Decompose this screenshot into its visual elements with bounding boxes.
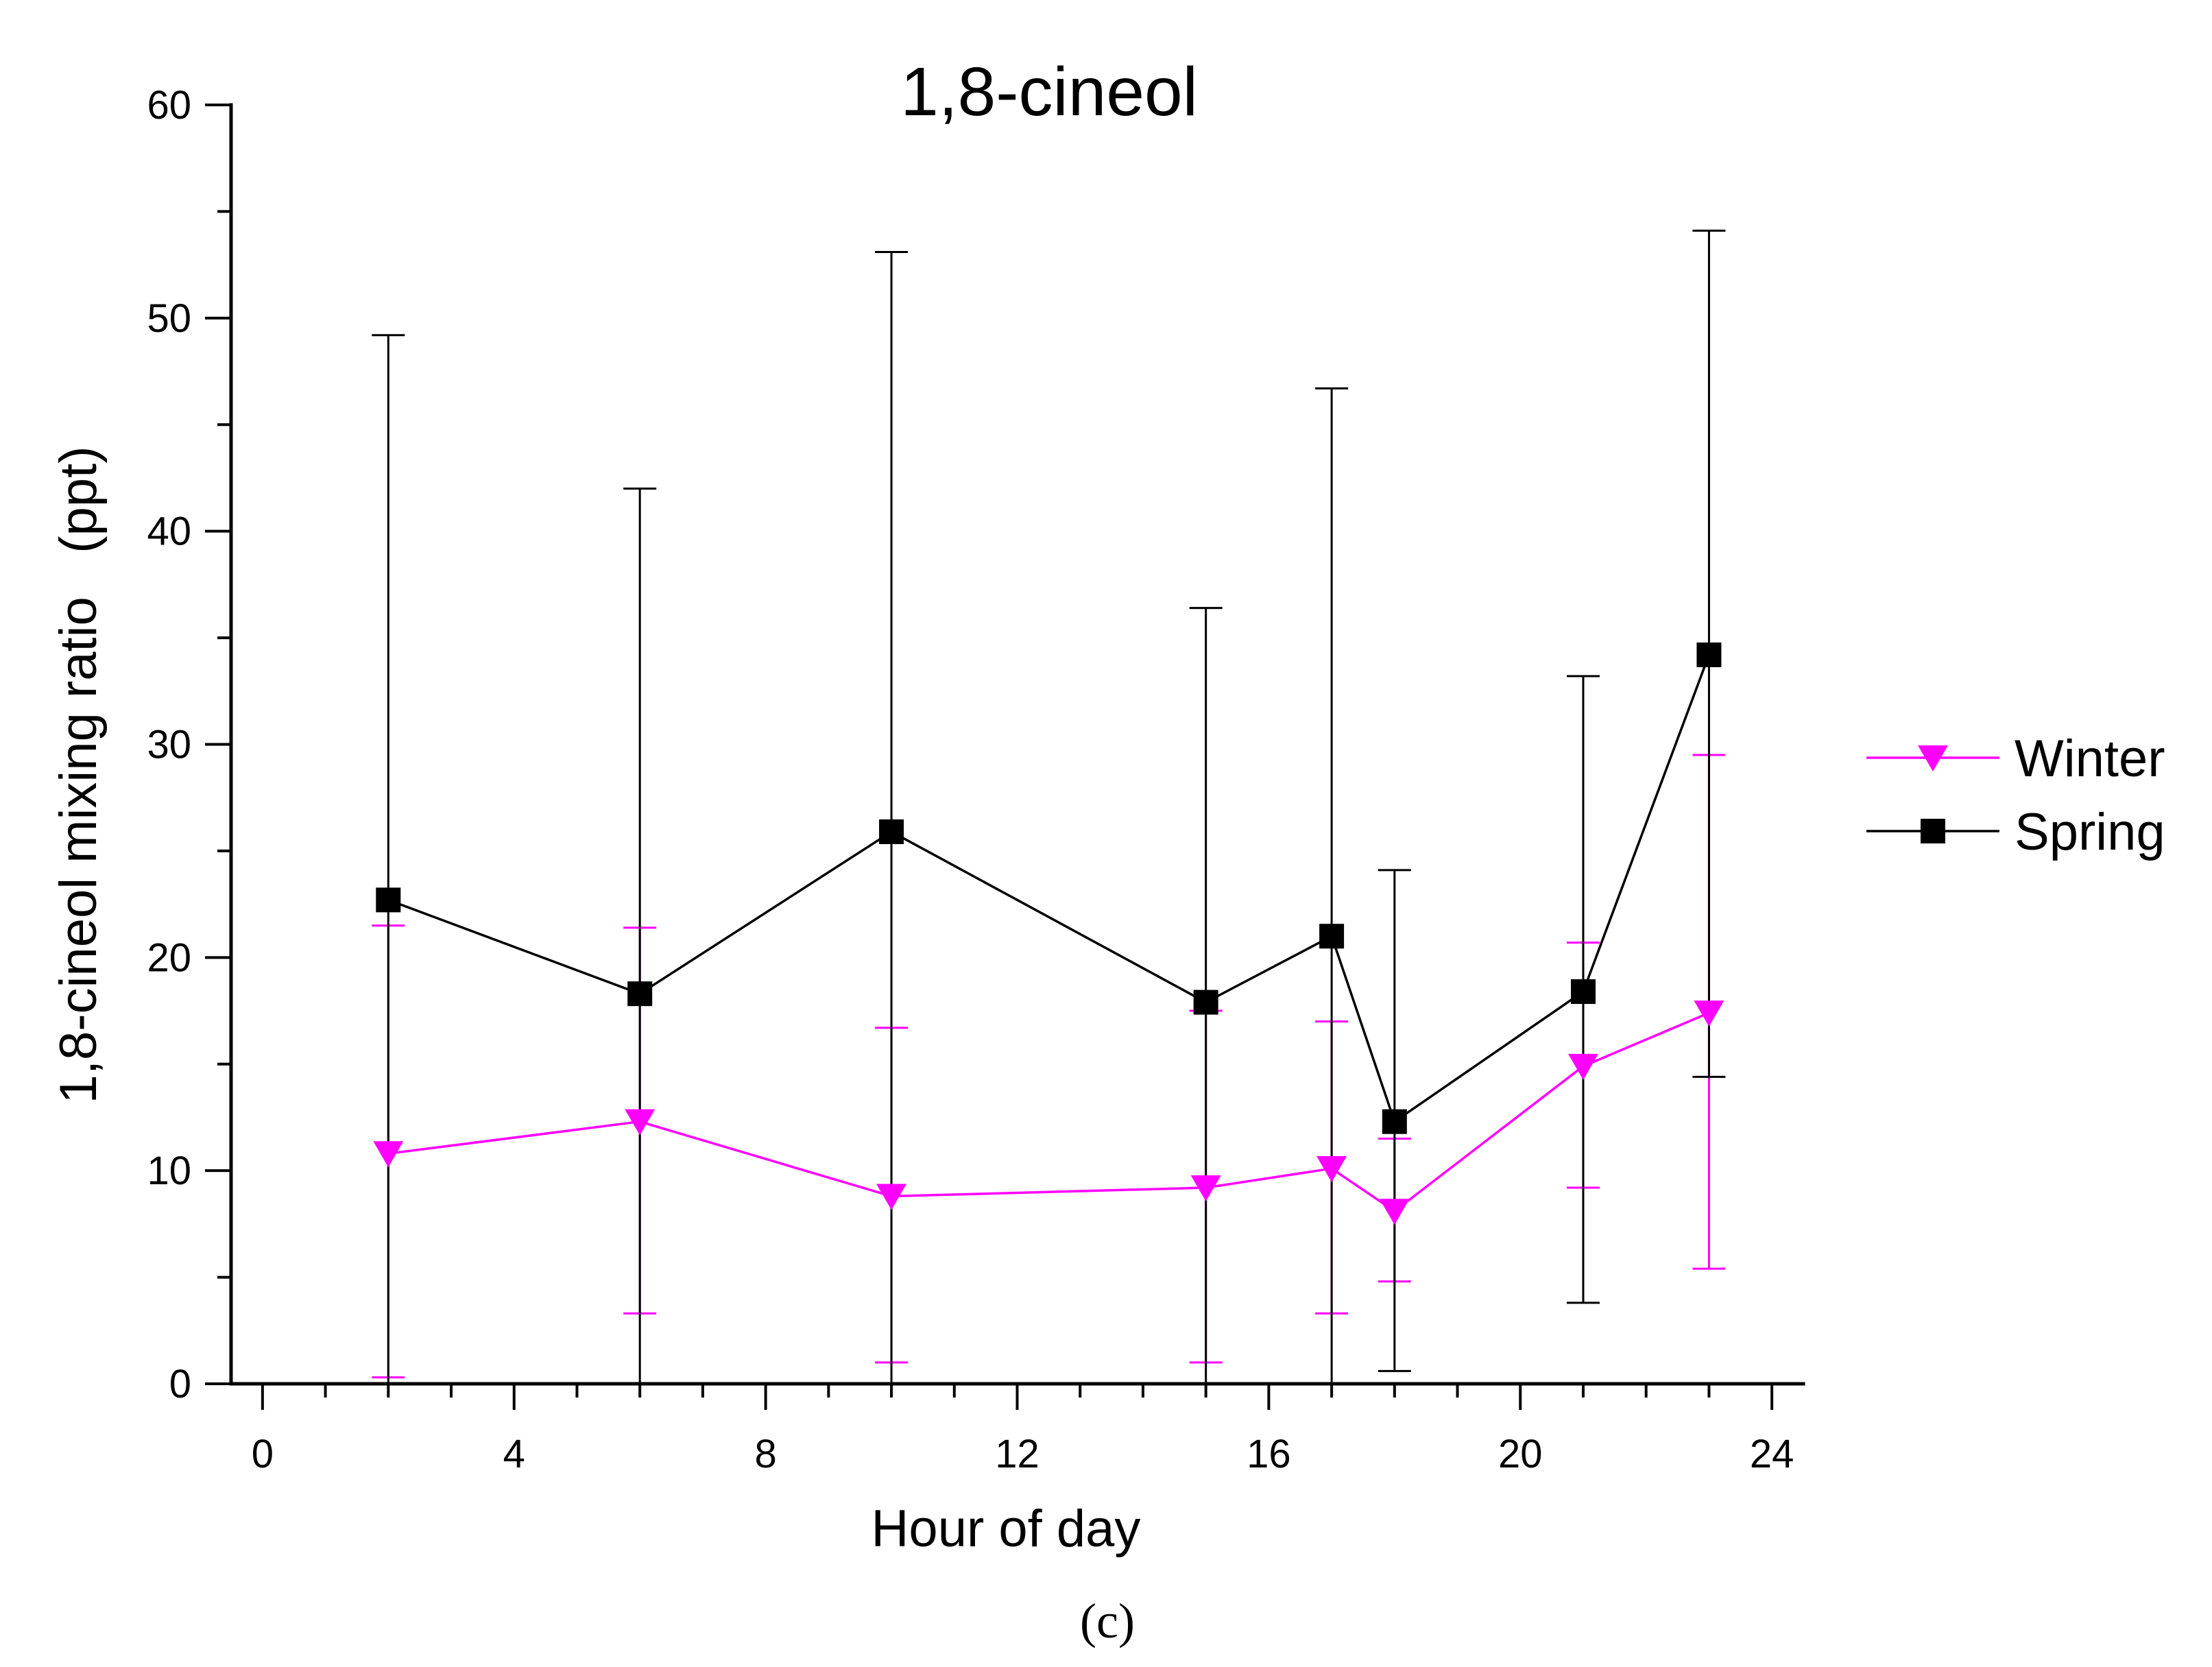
legend-spring-marker (1921, 819, 1945, 843)
spring-series-line (387, 654, 1711, 1124)
chart-title: 1,8-cineol (900, 53, 1198, 130)
winter-data-point (1317, 1156, 1347, 1183)
figure-caption: (c) (1080, 1594, 1135, 1648)
x-tick-label: 16 (1247, 1432, 1291, 1476)
winter-data-point (876, 1184, 907, 1210)
y-axis-label: 1,8-cineol mixing ratio (ppt) (49, 446, 108, 1104)
y-tick-label: 60 (147, 83, 191, 128)
legend-winter-label: Winter (2015, 730, 2165, 788)
spring-data-point (627, 981, 653, 1007)
y-tick-label: 50 (147, 296, 191, 341)
winter-data-point (1379, 1199, 1410, 1225)
x-tick-label: 24 (1750, 1432, 1794, 1476)
winter-data-point (1694, 1000, 1724, 1027)
axis-ticks (205, 104, 1774, 1410)
series-markers (373, 642, 1724, 1225)
x-tick-label: 0 (252, 1432, 274, 1476)
legend-winter-marker (1918, 745, 1948, 771)
winter-series-line (388, 1011, 1710, 1213)
winter-data-point (373, 1141, 404, 1168)
spring-data-point (1696, 642, 1722, 667)
y-tick-label: 10 (147, 1149, 191, 1193)
y-tick-label: 40 (147, 509, 191, 554)
x-tick-label: 4 (503, 1432, 525, 1476)
spring-data-point (1319, 924, 1345, 949)
x-axis-label: Hour of day (871, 1500, 1141, 1558)
x-tick-label: 12 (995, 1432, 1039, 1476)
y-tick-label: 30 (147, 723, 191, 767)
legend-spring-label: Spring (2015, 803, 2165, 861)
y-tick-label: 20 (147, 935, 191, 980)
spring-data-point (1193, 990, 1218, 1015)
spring-data-point (1382, 1109, 1407, 1134)
winter-data-point (625, 1109, 656, 1136)
spring-data-point (879, 819, 904, 844)
winter-data-point (1190, 1175, 1221, 1202)
x-tick-label: 8 (754, 1432, 776, 1476)
series-lines (387, 654, 1711, 1213)
spring-data-point (376, 887, 401, 913)
tick-labels: 0 4 8 12 16 20 24 0 10 20 30 40 50 60 (147, 83, 1794, 1476)
spring-data-point (1570, 979, 1596, 1005)
y-tick-label: 0 (169, 1362, 191, 1406)
legend: Winter Spring (1866, 730, 2165, 861)
winter-data-point (1567, 1053, 1598, 1080)
x-tick-label: 20 (1498, 1432, 1543, 1476)
